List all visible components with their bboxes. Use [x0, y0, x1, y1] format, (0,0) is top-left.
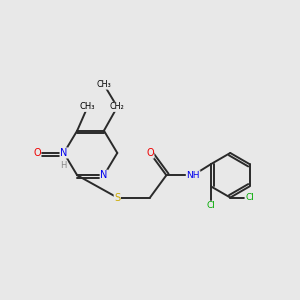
Text: O: O: [33, 148, 41, 158]
Text: CH₂: CH₂: [110, 102, 125, 111]
Text: O: O: [146, 148, 154, 158]
Text: CH₃: CH₃: [97, 80, 111, 89]
Text: Cl: Cl: [245, 193, 254, 202]
Text: N: N: [100, 170, 108, 180]
Text: NH: NH: [186, 171, 200, 180]
Text: N: N: [60, 148, 68, 158]
Text: Cl: Cl: [206, 201, 215, 210]
Text: CH₃: CH₃: [80, 102, 95, 111]
Text: S: S: [114, 193, 120, 202]
Text: H: H: [61, 161, 67, 170]
